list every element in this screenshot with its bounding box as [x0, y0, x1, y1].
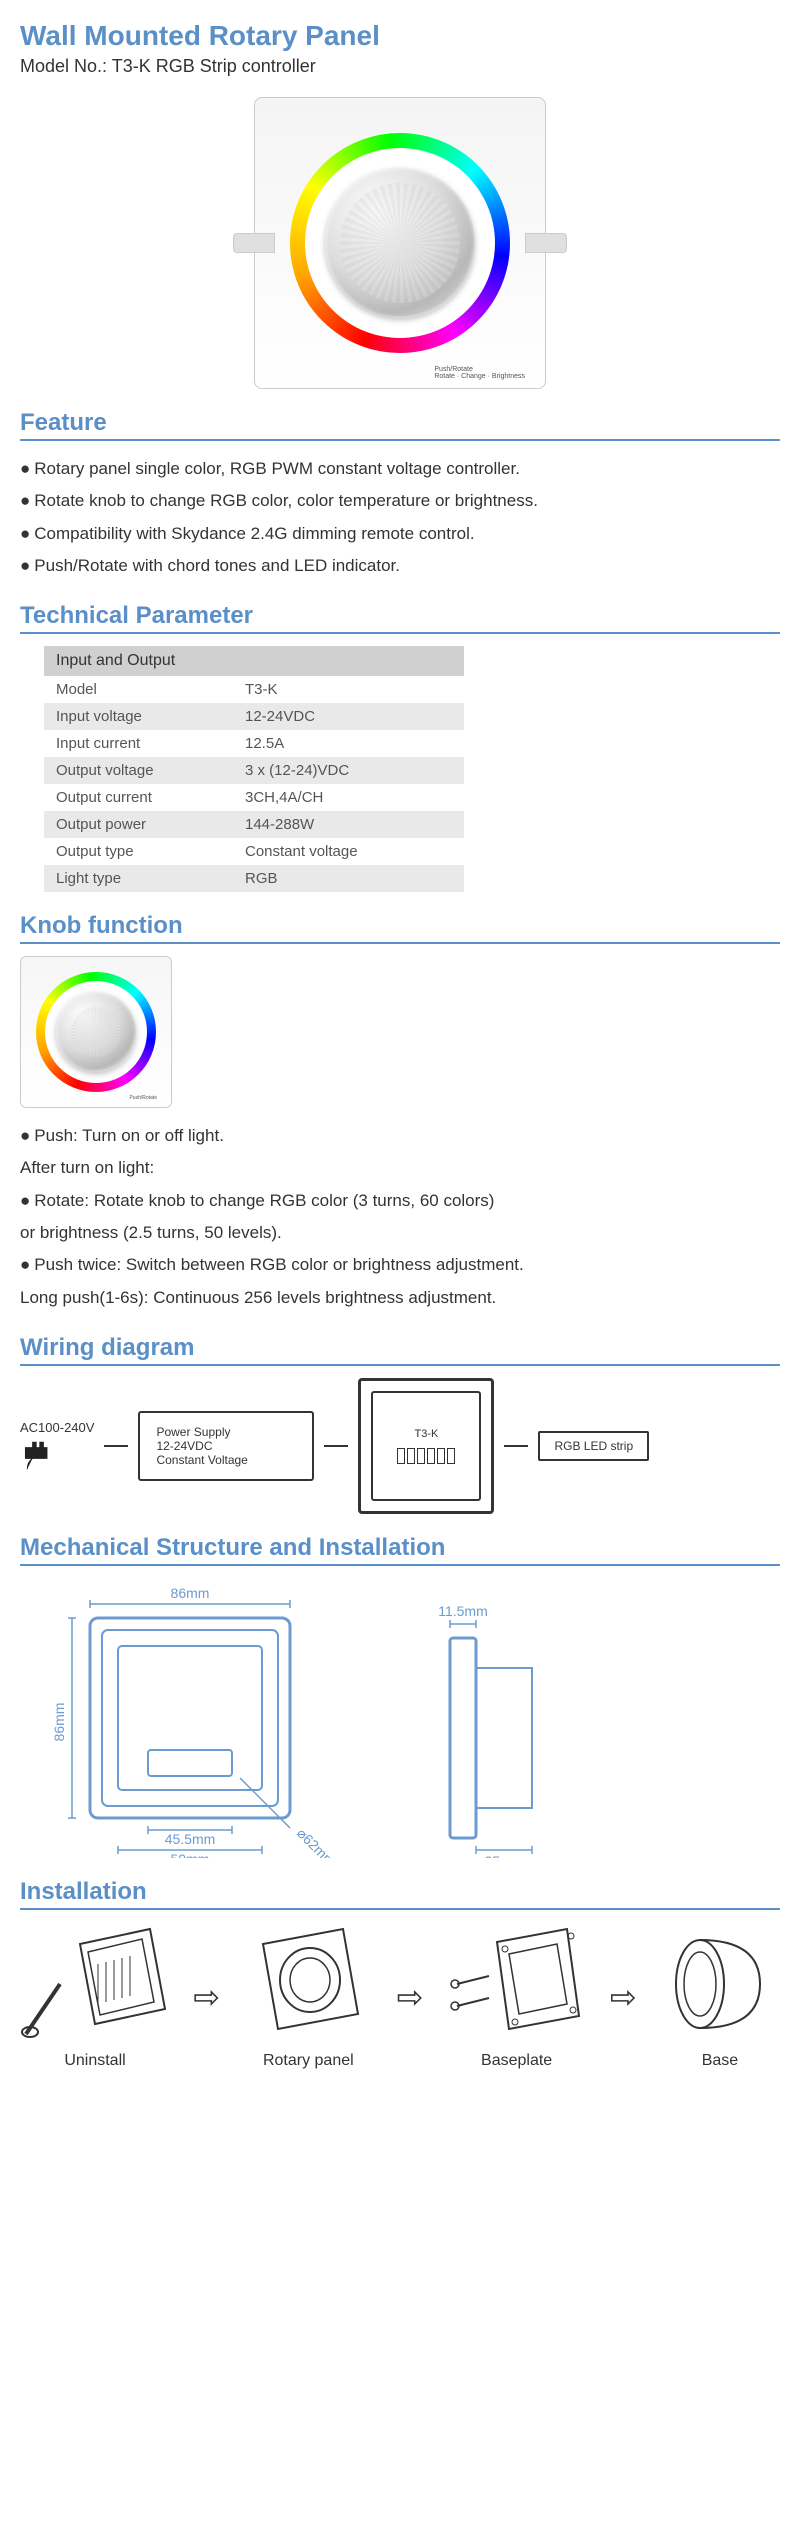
knob-line: Long push(1-6s): Continuous 256 levels b…	[20, 1282, 780, 1314]
rotary-knob-icon	[325, 168, 475, 318]
section-install: Installation	[20, 1878, 780, 1910]
panel-device: Push/RotateRotate · Change · Brightness	[254, 97, 546, 389]
knob-line: Push: Turn on or off light.	[20, 1120, 780, 1152]
param-value: 144-288W	[233, 811, 464, 838]
ac-source: AC100-240V	[20, 1420, 94, 1471]
baseplate-icon	[447, 1924, 587, 2044]
param-value: 12-24VDC	[233, 703, 464, 730]
psu-line: 12-24VDC	[156, 1439, 296, 1453]
front-view-drawing: 86mm 86mm 45.5mm 59mm ⌀62mm	[40, 1578, 340, 1858]
mount-tab-left	[233, 233, 275, 253]
param-label: Output current	[44, 784, 233, 811]
knob-instructions: Push: Turn on or off light. After turn o…	[20, 1120, 780, 1314]
led-strip-box: RGB LED strip	[538, 1431, 649, 1461]
feature-item: Rotary panel single color, RGB PWM const…	[20, 453, 780, 485]
param-value: RGB	[233, 865, 464, 892]
section-wiring: Wiring diagram	[20, 1334, 780, 1366]
section-mech: Mechanical Structure and Installation	[20, 1534, 780, 1566]
knob-line: After turn on light:	[20, 1152, 780, 1184]
param-value: 3CH,4A/CH	[233, 784, 464, 811]
uninstall-icon	[20, 1924, 170, 2044]
param-label: Model	[44, 676, 233, 703]
param-label: Output voltage	[44, 757, 233, 784]
plug-icon	[20, 1435, 56, 1471]
knob-line: Push twice: Switch between RGB color or …	[20, 1249, 780, 1281]
section-tech: Technical Parameter	[20, 602, 780, 634]
wire	[504, 1445, 528, 1447]
product-hero: Push/RotateRotate · Change · Brightness	[20, 97, 780, 389]
section-knob: Knob function	[20, 912, 780, 944]
dim-w-inner: 59mm	[171, 1851, 210, 1858]
base-icon	[660, 1924, 780, 2044]
rotary-knob-icon	[56, 992, 136, 1072]
param-value: Constant voltage	[233, 838, 464, 865]
install-label: Base	[702, 2052, 738, 2070]
power-supply-box: Power Supply 12-24VDC Constant Voltage	[138, 1411, 314, 1481]
model-number: Model No.: T3-K RGB Strip controller	[20, 56, 780, 77]
arrow-icon: ⇨	[610, 1978, 637, 2016]
install-label: Baseplate	[481, 2052, 552, 2070]
rgb-ring-icon	[36, 972, 156, 1092]
rotary-panel-icon	[243, 1924, 373, 2044]
panel-fineprint: Push/Rotate	[129, 1095, 157, 1101]
controller-box: T3-K	[358, 1378, 494, 1514]
panel-thumbnail: Push/Rotate	[20, 956, 172, 1108]
terminal-block-icon	[397, 1448, 455, 1464]
side-view-drawing: 11.5mm 35mm	[400, 1598, 560, 1858]
rgb-ring-icon	[290, 133, 510, 353]
install-label: Rotary panel	[263, 2052, 354, 2070]
ac-label: AC100-240V	[20, 1420, 94, 1435]
install-label: Uninstall	[64, 2052, 125, 2070]
param-label: Output type	[44, 838, 233, 865]
param-label: Input voltage	[44, 703, 233, 730]
installation-steps: Uninstall ⇨ Rotary panel ⇨ Baseplate ⇨	[20, 1924, 780, 2070]
param-label: Output power	[44, 811, 233, 838]
dim-depth-bottom: 35mm	[485, 1853, 524, 1858]
dim-w-hole: 45.5mm	[165, 1831, 216, 1847]
arrow-icon: ⇨	[193, 1978, 220, 2016]
wire	[324, 1445, 348, 1447]
install-step-uninstall: Uninstall	[20, 1924, 170, 2070]
install-step-baseplate: Baseplate	[447, 1924, 587, 2070]
psu-line: Power Supply	[156, 1425, 296, 1439]
dim-w-outer: 86mm	[171, 1585, 210, 1601]
arrow-icon: ⇨	[397, 1978, 424, 2016]
param-value: T3-K	[233, 676, 464, 703]
param-value: 3 x (12-24)VDC	[233, 757, 464, 784]
mechanical-drawings: 86mm 86mm 45.5mm 59mm ⌀62mm 11.5mm 35mm	[40, 1578, 780, 1858]
param-label: Light type	[44, 865, 233, 892]
param-table: Input and Output ModelT3-K Input voltage…	[44, 646, 464, 892]
wiring-diagram: AC100-240V Power Supply 12-24VDC Constan…	[20, 1378, 780, 1514]
controller-label: T3-K	[415, 1428, 439, 1440]
panel-fineprint: Push/RotateRotate · Change · Brightness	[434, 366, 525, 380]
wire	[104, 1445, 128, 1447]
install-step-base: Base	[660, 1924, 780, 2070]
install-step-rotary: Rotary panel	[243, 1924, 373, 2070]
mount-tab-right	[525, 233, 567, 253]
feature-item: Push/Rotate with chord tones and LED ind…	[20, 550, 780, 582]
page-title: Wall Mounted Rotary Panel	[20, 20, 780, 52]
dim-h-outer: 86mm	[51, 1703, 67, 1742]
param-value: 12.5A	[233, 730, 464, 757]
feature-item: Compatibility with Skydance 2.4G dimming…	[20, 518, 780, 550]
feature-list: Rotary panel single color, RGB PWM const…	[20, 453, 780, 582]
param-label: Input current	[44, 730, 233, 757]
dim-diag: ⌀62mm	[294, 1825, 339, 1858]
param-table-header: Input and Output	[44, 646, 464, 676]
feature-item: Rotate knob to change RGB color, color t…	[20, 485, 780, 517]
knob-line: or brightness (2.5 turns, 50 levels).	[20, 1217, 780, 1249]
section-feature: Feature	[20, 409, 780, 441]
psu-line: Constant Voltage	[156, 1453, 296, 1467]
knob-line: Rotate: Rotate knob to change RGB color …	[20, 1185, 780, 1217]
dim-depth-top: 11.5mm	[438, 1603, 488, 1619]
